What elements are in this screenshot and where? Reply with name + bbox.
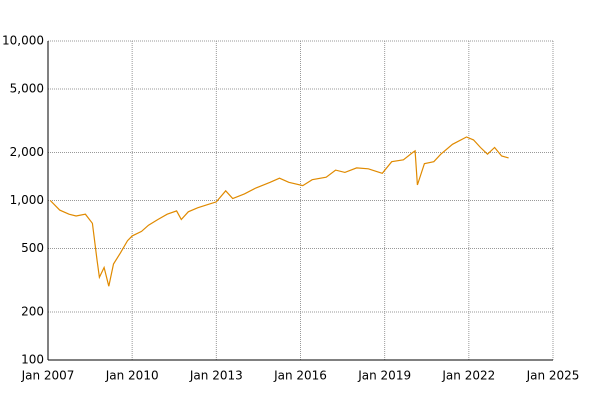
y-tick-label: 10,000 xyxy=(2,34,44,48)
x-tick-label: Jan 2013 xyxy=(189,369,243,383)
x-tick-label: Jan 2022 xyxy=(441,369,495,383)
y-tick-label: 1,000 xyxy=(10,193,44,207)
y-tick-label: 200 xyxy=(21,304,44,318)
x-tick-label: Jan 2025 xyxy=(526,369,580,383)
line-series xyxy=(49,136,509,287)
x-tick-label: Jan 2019 xyxy=(357,369,411,383)
y-tick-label: 5,000 xyxy=(10,82,44,96)
y-tick-label: 500 xyxy=(21,241,44,255)
y-tick-label: 2,000 xyxy=(10,145,44,159)
x-tick-label: Jan 2010 xyxy=(105,369,159,383)
y-tick-label: 100 xyxy=(21,353,44,367)
x-tick-label: Jan 2016 xyxy=(273,369,327,383)
x-tick-label: Jan 2007 xyxy=(21,369,75,383)
